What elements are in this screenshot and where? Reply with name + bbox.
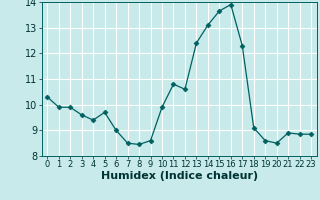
- X-axis label: Humidex (Indice chaleur): Humidex (Indice chaleur): [100, 171, 258, 181]
